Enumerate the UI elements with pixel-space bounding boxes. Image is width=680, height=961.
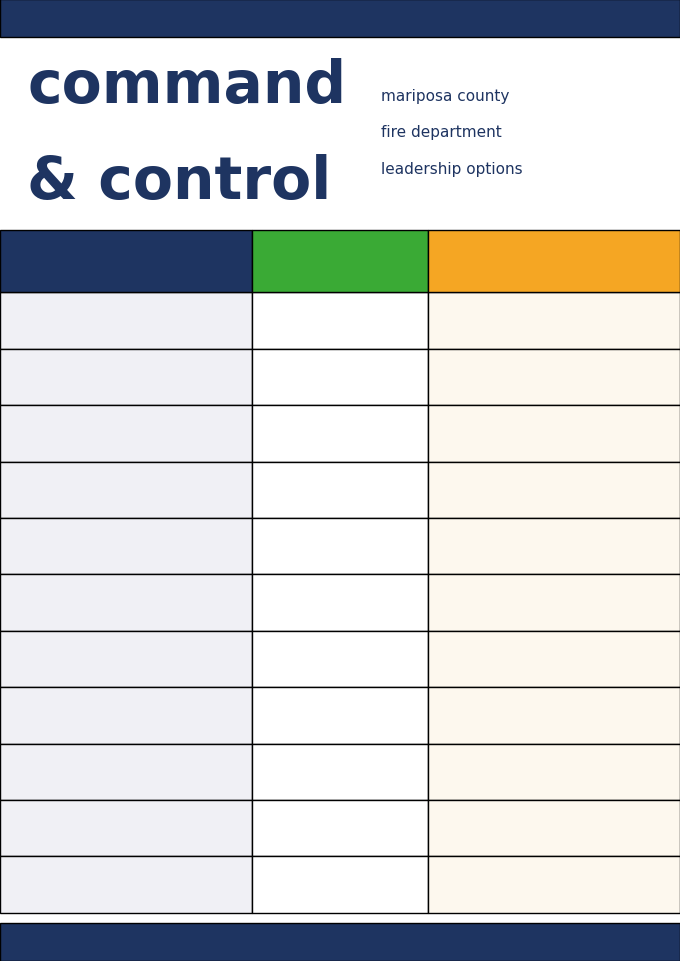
Text: $214,534: $214,534 bbox=[88, 765, 164, 779]
Text: $100,937: $100,937 bbox=[88, 708, 164, 724]
Text: fire captain: fire captain bbox=[294, 427, 386, 441]
Text: EXPENSE: EXPENSE bbox=[301, 255, 379, 269]
Text: $179,452: $179,452 bbox=[516, 427, 592, 441]
Text: $148,331: $148,331 bbox=[88, 314, 164, 329]
Text: leadership options: leadership options bbox=[381, 161, 522, 177]
Text: deputy/battalion chief: deputy/battalion chief bbox=[252, 370, 428, 385]
Text: CAL FIRE: CAL FIRE bbox=[516, 255, 592, 269]
Text: dispatch: dispatch bbox=[306, 765, 374, 779]
Text: $0: $0 bbox=[544, 482, 564, 498]
Text: insurance: insurance bbox=[301, 596, 379, 610]
Text: $107,081: $107,081 bbox=[88, 427, 164, 441]
Text: benefits: benefits bbox=[307, 482, 373, 498]
Text: $936,092: $936,092 bbox=[84, 877, 168, 892]
Text: $9,222: $9,222 bbox=[98, 821, 154, 836]
Text: support services: support services bbox=[273, 708, 407, 724]
Text: fire department: fire department bbox=[381, 125, 502, 140]
Text: other costs: other costs bbox=[295, 821, 385, 836]
Text: $110,440: $110,440 bbox=[516, 708, 592, 724]
Text: $0: $0 bbox=[544, 596, 564, 610]
Text: mariposa county: mariposa county bbox=[381, 88, 509, 104]
Text: & control: & control bbox=[27, 154, 331, 211]
Text: command: command bbox=[27, 58, 346, 115]
Text: $220,082: $220,082 bbox=[516, 314, 592, 329]
Text: $653,449: $653,449 bbox=[512, 652, 596, 667]
Text: $119,440: $119,440 bbox=[88, 370, 164, 385]
Text: fire/division chief: fire/division chief bbox=[271, 314, 409, 329]
Text: $9,222: $9,222 bbox=[526, 821, 582, 836]
Text: $85,750: $85,750 bbox=[92, 539, 159, 554]
Text: subtotal- staff: subtotal- staff bbox=[275, 652, 405, 667]
Text: $987,645: $987,645 bbox=[512, 877, 596, 892]
Text: $253,915: $253,915 bbox=[516, 370, 592, 385]
Text: $139,685: $139,685 bbox=[88, 482, 164, 498]
Text: $214,534: $214,534 bbox=[516, 765, 592, 779]
Text: $11,112 + claims: $11,112 + claims bbox=[55, 596, 197, 610]
Text: $0: $0 bbox=[544, 539, 564, 554]
Text: total cost: total cost bbox=[297, 877, 383, 892]
Text: INDEPENDENT CHIEF: INDEPENDENT CHIEF bbox=[37, 255, 214, 269]
Text: retirement: retirement bbox=[297, 539, 383, 554]
Text: $611,399+: $611,399+ bbox=[77, 652, 175, 667]
